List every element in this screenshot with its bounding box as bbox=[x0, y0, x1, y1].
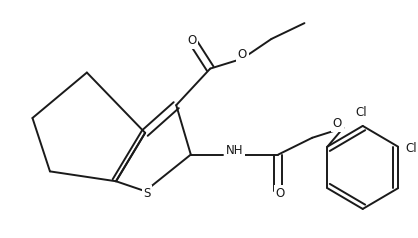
Text: O: O bbox=[275, 187, 285, 200]
Text: O: O bbox=[238, 48, 247, 61]
Text: S: S bbox=[143, 187, 151, 200]
Text: O: O bbox=[333, 117, 342, 130]
Text: O: O bbox=[187, 35, 196, 47]
Text: Cl: Cl bbox=[355, 106, 367, 119]
Text: Cl: Cl bbox=[406, 142, 418, 155]
Text: NH: NH bbox=[226, 144, 243, 157]
